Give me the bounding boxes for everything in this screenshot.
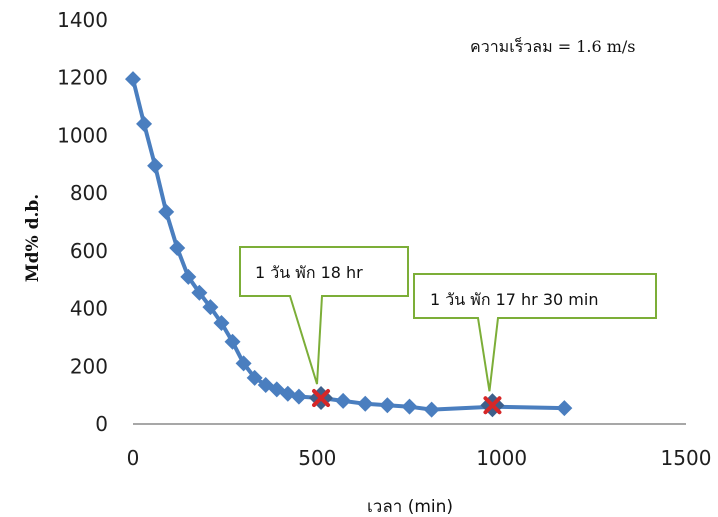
series-line: [131, 78, 565, 412]
data-point: [279, 385, 296, 402]
data-point: [423, 401, 440, 418]
data-point: [158, 203, 175, 220]
data-point: [147, 157, 164, 174]
data-point: [246, 369, 263, 386]
rest-x-icon: [483, 396, 502, 415]
callout-box-2: [413, 273, 657, 392]
y-tick-label: 600: [70, 239, 108, 263]
y-tick-label: 0: [95, 412, 108, 436]
x-tick-label: 1000: [476, 446, 527, 470]
data-point: [224, 333, 241, 350]
data-point: [235, 355, 252, 372]
y-tick-label: 1400: [57, 8, 108, 32]
callouts: 1 วัน พัก 18 hr 1 วัน พัก 17 hr 30 min: [239, 246, 657, 392]
rest-markers: [309, 386, 505, 418]
data-point: [290, 388, 307, 405]
series-layer: [125, 71, 573, 418]
data-point: [169, 239, 186, 256]
data-point: [379, 397, 396, 414]
y-tick-label: 1000: [57, 123, 108, 147]
callout-label-1: 1 วัน พัก 18 hr: [255, 263, 363, 282]
data-point: [191, 284, 208, 301]
wind-speed-annotation: ความเร็วลม = 1.6 m/s: [470, 36, 636, 56]
data-point: [180, 268, 197, 285]
data-point: [335, 392, 352, 409]
x-tick-label: 500: [298, 446, 336, 470]
data-point: [136, 115, 153, 132]
y-tick-label: 1200: [57, 66, 108, 90]
x-tick-labels: 0 500 1000 1500: [127, 446, 712, 470]
data-point: [202, 299, 219, 316]
data-point: [213, 315, 230, 331]
rest-x-icon: [312, 389, 331, 408]
y-tick-label: 400: [70, 297, 108, 321]
data-point: [125, 71, 141, 88]
data-point: [401, 398, 418, 415]
data-point: [357, 395, 374, 412]
x-tick-label: 1500: [661, 446, 712, 470]
y-axis-label: Md% d.b.: [23, 194, 43, 282]
callout-box-1: [239, 246, 409, 385]
x-tick-label: 0: [127, 446, 140, 470]
callout-label-2: 1 วัน พัก 17 hr 30 min: [430, 290, 598, 309]
y-tick-label: 800: [70, 181, 108, 205]
y-tick-label: 200: [70, 354, 108, 378]
data-point: [556, 400, 573, 417]
y-tick-labels: 0 200 400 600 800 1000 1200 1400: [57, 8, 108, 436]
x-axis-label: เวลา (min): [367, 497, 453, 517]
